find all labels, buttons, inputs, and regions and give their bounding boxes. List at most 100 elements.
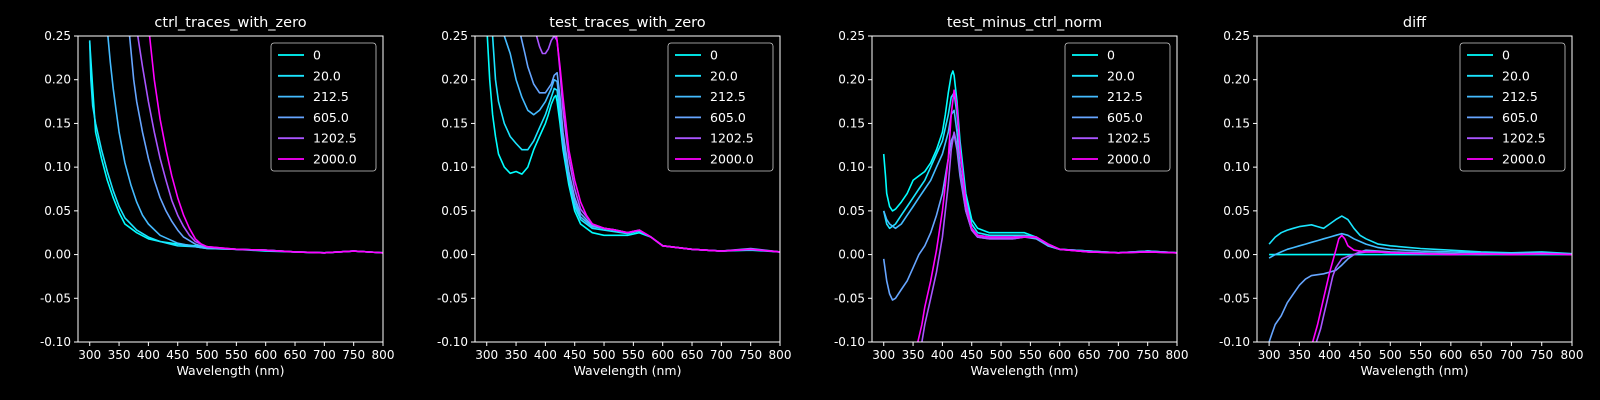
y-tick-label: 0.25	[441, 29, 468, 43]
x-tick-label: 700	[313, 348, 336, 362]
chart-panel: 300 350 400 450 500 550 600 650 700 750 800 -0.10 -0…	[40, 15, 395, 378]
x-tick-label: 350	[1288, 348, 1311, 362]
x-tick-label: 300	[78, 348, 101, 362]
x-tick-label: 400	[931, 348, 954, 362]
legend-label: 605.0	[1502, 110, 1538, 125]
x-tick-label: 400	[1318, 348, 1341, 362]
y-tick-label: -0.10	[1219, 335, 1250, 349]
legend: 0 20.0 212.5 605.0 1202.5 2000.0	[1064, 42, 1171, 172]
legend-label: 212.5	[1502, 89, 1538, 104]
series-line-2000.0	[148, 36, 383, 254]
legend-label: 0	[1502, 48, 1510, 63]
x-tick-label: 600	[1439, 348, 1462, 362]
x-tick-label: 450	[960, 348, 983, 362]
y-tick-label: -0.10	[834, 335, 865, 349]
chart-panel: 300 350 400 450 500 550 600 650 700 750 800 -0.10 -0…	[834, 15, 1189, 378]
legend-label: 2000.0	[710, 152, 754, 167]
x-axis-label: Wavelength (nm)	[574, 363, 682, 378]
y-tick-label: 0.15	[441, 116, 468, 130]
series-group	[882, 70, 1177, 342]
legend-label: 0	[1107, 48, 1115, 63]
y-tick-label: -0.10	[437, 335, 468, 349]
x-tick-label: 350	[902, 348, 925, 362]
x-tick-label: 550	[1409, 348, 1432, 362]
series-line-2000.0	[555, 36, 780, 253]
chart-title: test_traces_with_zero	[549, 15, 706, 31]
series-line-2000.0	[1311, 234, 1572, 342]
legend-label: 0	[710, 48, 718, 63]
series-line-212.5	[1268, 232, 1572, 259]
y-tick-label: 0.25	[1223, 29, 1250, 43]
y-tick-label: 0.05	[441, 204, 468, 218]
x-axis-label: Wavelength (nm)	[971, 363, 1079, 378]
x-tick-label: 350	[108, 348, 131, 362]
x-tick-label: 550	[225, 348, 248, 362]
y-tick-label: 0.20	[838, 73, 865, 87]
x-tick-label: 300	[872, 348, 895, 362]
x-tick-label: 600	[651, 348, 674, 362]
legend-label: 20.0	[1502, 68, 1530, 83]
x-tick-label: 550	[622, 348, 645, 362]
x-tick-label: 650	[1078, 348, 1101, 362]
legend-label: 605.0	[313, 110, 349, 125]
legend-label: 605.0	[710, 110, 746, 125]
x-tick-label: 300	[475, 348, 498, 362]
x-tick-label: 500	[593, 348, 616, 362]
x-tick-label: 400	[137, 348, 160, 362]
series-line-2000.0	[917, 89, 1177, 342]
y-tick-label: 0.05	[838, 204, 865, 218]
y-tick-label: 0.10	[838, 160, 865, 174]
x-tick-label: 800	[372, 348, 395, 362]
y-tick-label: 0.15	[44, 116, 71, 130]
x-tick-label: 700	[1107, 348, 1130, 362]
axes-frame	[1256, 35, 1573, 343]
y-tick-label: 0.10	[441, 160, 468, 174]
x-tick-label: 750	[1136, 348, 1159, 362]
x-tick-label: 650	[681, 348, 704, 362]
axes-frame	[871, 35, 1178, 343]
axes-frame	[77, 35, 384, 343]
axes-frame	[474, 35, 781, 343]
y-tick-label: 0.05	[44, 204, 71, 218]
x-tick-label: 700	[1500, 348, 1523, 362]
y-tick-label: -0.05	[40, 291, 71, 305]
chart-title: ctrl_traces_with_zero	[154, 15, 306, 31]
y-tick-label: 0.25	[44, 29, 71, 43]
y-tick-label: -0.05	[834, 291, 865, 305]
chart-title: diff	[1403, 15, 1427, 31]
legend: 0 20.0 212.5 605.0 1202.5 2000.0	[667, 42, 774, 172]
x-tick-label: 450	[1349, 348, 1372, 362]
y-tick-label: 0.10	[1223, 160, 1250, 174]
legend-label: 20.0	[313, 68, 341, 83]
series-group	[1268, 215, 1572, 342]
legend-label: 20.0	[710, 68, 738, 83]
legend-label: 0	[313, 48, 321, 63]
x-tick-label: 500	[1379, 348, 1402, 362]
x-tick-label: 450	[563, 348, 586, 362]
x-tick-label: 750	[1530, 348, 1553, 362]
y-tick-label: 0.00	[441, 248, 468, 262]
legend-label: 1202.5	[313, 131, 357, 146]
x-tick-label: 750	[342, 348, 365, 362]
legend-label: 212.5	[1107, 89, 1143, 104]
legend: 0 20.0 212.5 605.0 1202.5 2000.0	[270, 42, 377, 172]
y-tick-label: 0.15	[838, 116, 865, 130]
x-tick-label: 700	[710, 348, 733, 362]
x-axis-label: Wavelength (nm)	[177, 363, 285, 378]
x-tick-label: 600	[254, 348, 277, 362]
y-tick-label: 0.00	[44, 248, 71, 262]
y-tick-label: 0.25	[838, 29, 865, 43]
legend-label: 20.0	[1107, 68, 1135, 83]
x-tick-label: 600	[1048, 348, 1071, 362]
legend-label: 1202.5	[710, 131, 754, 146]
x-tick-label: 800	[769, 348, 792, 362]
series-group	[486, 36, 780, 253]
legend-label: 605.0	[1107, 110, 1143, 125]
x-tick-label: 650	[284, 348, 307, 362]
series-group	[88, 36, 383, 254]
x-tick-label: 500	[990, 348, 1013, 362]
x-tick-label: 650	[1470, 348, 1493, 362]
series-line-20.0	[1268, 215, 1572, 255]
x-tick-label: 400	[534, 348, 557, 362]
